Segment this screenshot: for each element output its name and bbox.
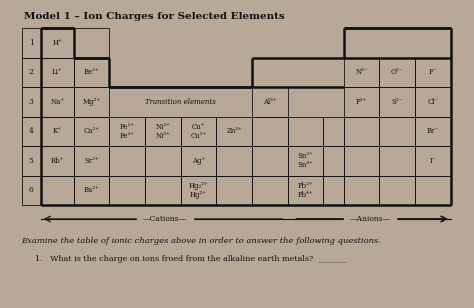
Text: 6: 6 xyxy=(29,186,34,194)
Bar xyxy=(21,28,41,58)
Bar xyxy=(344,87,379,116)
Text: Br⁻: Br⁻ xyxy=(427,127,439,135)
Text: —Anions—: —Anions— xyxy=(349,215,391,223)
Bar xyxy=(323,146,344,176)
Bar xyxy=(415,58,451,87)
Text: Examine the table of ionic charges above in order to answer the following questi: Examine the table of ionic charges above… xyxy=(21,237,382,245)
Bar xyxy=(145,116,181,146)
Bar xyxy=(252,116,288,146)
Text: K⁺: K⁺ xyxy=(53,127,62,135)
Bar xyxy=(21,176,41,205)
Bar xyxy=(415,176,451,205)
Bar xyxy=(288,176,323,205)
Bar xyxy=(41,176,73,205)
Text: 3: 3 xyxy=(28,98,34,106)
Bar xyxy=(73,58,109,87)
Text: Transition elements: Transition elements xyxy=(145,98,216,106)
Text: Hg₂²⁺
Hg²⁺: Hg₂²⁺ Hg²⁺ xyxy=(189,182,208,199)
Text: Al³⁺: Al³⁺ xyxy=(263,98,276,106)
Bar xyxy=(109,176,145,205)
Text: I⁻: I⁻ xyxy=(429,157,436,165)
Text: Pb²⁺
Pb⁴⁺: Pb²⁺ Pb⁴⁺ xyxy=(298,182,313,199)
Text: Ca²⁺: Ca²⁺ xyxy=(83,127,100,135)
Bar xyxy=(109,146,145,176)
Bar xyxy=(252,176,288,205)
Bar xyxy=(73,28,109,58)
Bar xyxy=(252,87,288,116)
Bar xyxy=(216,146,252,176)
Bar xyxy=(415,87,451,116)
Bar xyxy=(344,146,379,176)
Bar xyxy=(415,146,451,176)
Bar xyxy=(21,146,41,176)
Text: Zn²⁺: Zn²⁺ xyxy=(226,127,242,135)
Bar xyxy=(73,146,109,176)
Bar xyxy=(379,116,415,146)
Text: Ag⁺: Ag⁺ xyxy=(192,157,205,165)
Text: F⁻: F⁻ xyxy=(428,68,437,76)
Bar xyxy=(181,176,216,205)
Text: Cu⁺
Cu²⁺: Cu⁺ Cu²⁺ xyxy=(191,123,207,140)
Text: P³⁺: P³⁺ xyxy=(356,98,367,106)
Bar xyxy=(73,116,109,146)
Bar xyxy=(181,146,216,176)
Bar xyxy=(379,58,415,87)
Text: Ni²⁺
Ni³⁺: Ni²⁺ Ni³⁺ xyxy=(155,123,170,140)
Bar xyxy=(323,176,344,205)
Bar xyxy=(216,116,252,146)
Text: S²⁻: S²⁻ xyxy=(392,98,403,106)
Text: Sr²⁺: Sr²⁺ xyxy=(84,157,99,165)
Bar xyxy=(41,28,73,58)
Bar xyxy=(344,176,379,205)
Bar xyxy=(379,146,415,176)
Text: 1: 1 xyxy=(29,39,34,47)
Text: —Cations—: —Cations— xyxy=(143,215,187,223)
Bar xyxy=(323,116,344,146)
Text: Na⁺: Na⁺ xyxy=(50,98,64,106)
Bar xyxy=(181,116,216,146)
Text: H⁺: H⁺ xyxy=(53,39,62,47)
Bar xyxy=(288,116,323,146)
Bar xyxy=(216,176,252,205)
Bar xyxy=(252,146,288,176)
Bar xyxy=(415,116,451,146)
Text: Sn²⁺
Sn⁴⁺: Sn²⁺ Sn⁴⁺ xyxy=(298,152,313,169)
Bar xyxy=(145,146,181,176)
Bar xyxy=(21,87,41,116)
Text: Be²⁺: Be²⁺ xyxy=(84,68,99,76)
Text: 4: 4 xyxy=(29,127,34,135)
Text: Model 1 – Ion Charges for Selected Elements: Model 1 – Ion Charges for Selected Eleme… xyxy=(24,12,284,21)
Text: Li⁺: Li⁺ xyxy=(52,68,63,76)
Bar xyxy=(73,87,109,116)
Bar xyxy=(109,116,145,146)
Bar xyxy=(344,58,379,87)
Bar xyxy=(344,116,379,146)
Text: 2: 2 xyxy=(29,68,34,76)
Text: 5: 5 xyxy=(29,157,34,165)
Bar xyxy=(145,176,181,205)
Bar xyxy=(288,146,323,176)
Bar xyxy=(41,116,73,146)
Bar xyxy=(41,87,73,116)
Text: Mg²⁺: Mg²⁺ xyxy=(82,98,100,106)
Bar xyxy=(41,146,73,176)
Bar xyxy=(379,87,415,116)
Text: Ba²⁺: Ba²⁺ xyxy=(84,186,99,194)
Text: 1.   What is the charge on ions froed from the alkaline earth metals?  _______: 1. What is the charge on ions froed from… xyxy=(35,255,346,263)
Bar xyxy=(21,116,41,146)
Bar xyxy=(73,176,109,205)
Text: Cl⁻: Cl⁻ xyxy=(428,98,438,106)
Text: O²⁻: O²⁻ xyxy=(391,68,403,76)
Bar xyxy=(379,176,415,205)
Bar xyxy=(41,58,73,87)
Bar xyxy=(21,58,41,87)
Text: Rb⁺: Rb⁺ xyxy=(51,157,64,165)
Text: N³⁻: N³⁻ xyxy=(356,68,368,76)
Text: Fe²⁺
Fe³⁺: Fe²⁺ Fe³⁺ xyxy=(120,123,135,140)
